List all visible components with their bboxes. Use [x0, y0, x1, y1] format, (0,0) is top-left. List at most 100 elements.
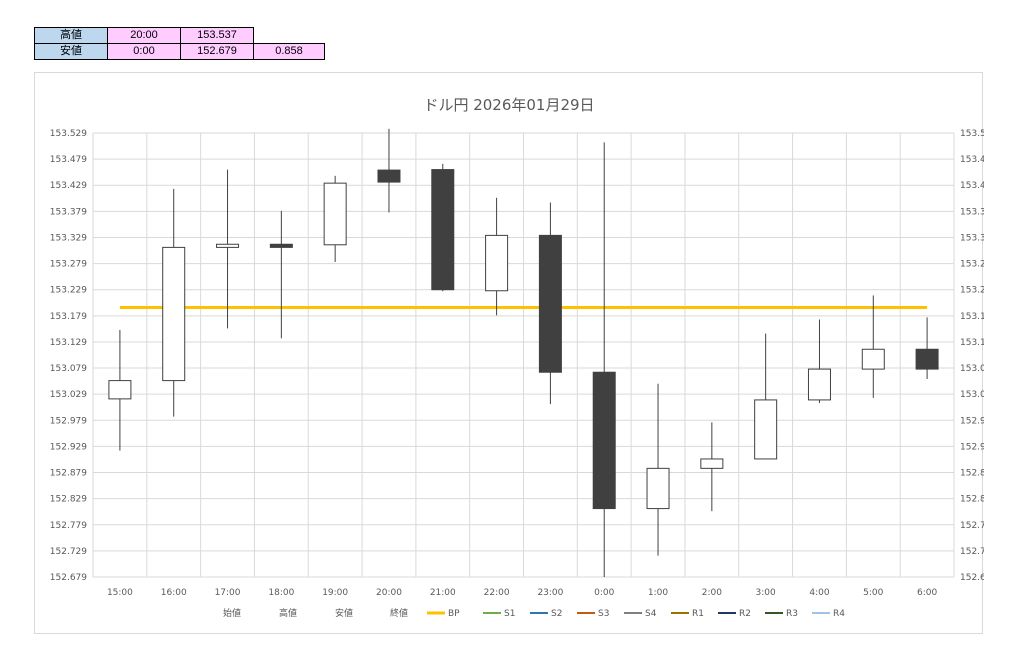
legend-label: 高値 [279, 607, 297, 619]
y-tick-label-left: 152.679 [50, 573, 87, 583]
y-tick-label-left: 153.179 [50, 312, 87, 322]
chart-title: ドル円 2026年01月29日 [423, 96, 594, 114]
candle [377, 128, 401, 213]
x-tick-label: 0:00 [594, 588, 614, 598]
candle [323, 175, 347, 263]
grid-lines [92, 132, 955, 578]
y-tick-label-right: 153.429 [960, 181, 984, 191]
y-tick-label-right: 152.779 [960, 521, 984, 531]
legend-label: S1 [504, 609, 515, 619]
x-tick-label: 19:00 [322, 588, 348, 598]
candle [538, 202, 562, 405]
y-tick-label-left: 153.079 [50, 364, 87, 374]
legend-item: 安値 [335, 607, 353, 619]
summary-row-high: 高値 20:00 153.537 [34, 27, 325, 44]
legend-item: S2 [530, 609, 562, 619]
candle [807, 319, 831, 404]
legend-item: 始値 [223, 607, 241, 619]
y-tick-label-left: 153.329 [50, 233, 87, 243]
candle [216, 169, 240, 329]
y-tick-label-right: 153.379 [960, 207, 984, 217]
candle-body [377, 169, 401, 183]
y-tick-label-right: 152.729 [960, 547, 984, 557]
y-tick-label-left: 153.429 [50, 181, 87, 191]
candle-body [700, 458, 724, 469]
summary-price: 153.537 [180, 27, 254, 44]
y-tick-label-right: 152.679 [960, 573, 984, 583]
candle [861, 295, 885, 398]
y-tick-label-right: 153.529 [960, 129, 984, 139]
y-tick-label-right: 153.329 [960, 233, 984, 243]
y-tick-label-left: 152.979 [50, 416, 87, 426]
x-tick-label: 3:00 [756, 588, 776, 598]
y-tick-label-left: 152.779 [50, 521, 87, 531]
y-tick-label-right: 153.129 [960, 338, 984, 348]
y-tick-label-left: 153.229 [50, 286, 87, 296]
y-tick-label-left: 153.379 [50, 207, 87, 217]
summary-row-low: 安値 0:00 152.679 0.858 [34, 43, 325, 60]
legend-item: 高値 [279, 607, 297, 619]
legend-item: R2 [718, 609, 751, 619]
candle-body [216, 243, 240, 248]
y-tick-label-right: 153.029 [960, 390, 984, 400]
legend-item: R4 [812, 609, 845, 619]
x-tick-label: 16:00 [161, 588, 187, 598]
candle [646, 383, 670, 556]
y-tick-label-right: 153.279 [960, 260, 984, 270]
x-tick-label: 21:00 [430, 588, 456, 598]
y-tick-label-right: 152.829 [960, 495, 984, 505]
y-tick-label-right: 153.079 [960, 364, 984, 374]
legend-label: BP [448, 609, 460, 619]
legend-item: S4 [624, 609, 657, 619]
y-tick-label-left: 153.279 [50, 260, 87, 270]
legend-item: S1 [483, 609, 515, 619]
chart-area: ドル円 2026年01月29日 153.529 153.479 153.429 153… [34, 72, 998, 634]
y-tick-label-left: 152.879 [50, 469, 87, 479]
legend-label: 終値 [390, 607, 408, 619]
x-tick-label: 5:00 [863, 588, 883, 598]
legend-item: BP [427, 609, 460, 619]
y-tick-label-left: 152.729 [50, 547, 87, 557]
y-axis-left: 153.529 153.479 153.429 153.379 153.329 153.2… [50, 129, 87, 583]
candle-body [646, 467, 670, 510]
x-tick-label: 2:00 [702, 588, 722, 598]
x-tick-label: 6:00 [917, 588, 937, 598]
summary-label: 高値 [34, 27, 108, 44]
candle [431, 163, 455, 292]
y-tick-label-right: 152.879 [960, 469, 984, 479]
summary-range: 0.858 [253, 43, 325, 60]
candle [269, 210, 293, 339]
candlestick-chart: ドル円 2026年01月29日 153.529 153.479 153.429 153… [50, 96, 998, 619]
candle-body [108, 380, 132, 400]
candle-body [807, 368, 831, 401]
legend-label: S4 [645, 609, 657, 619]
y-tick-label-left: 153.029 [50, 390, 87, 400]
candle-body [592, 371, 616, 510]
candle-body [269, 243, 293, 248]
y-tick-label-right: 153.479 [960, 155, 984, 165]
legend-label: R1 [692, 609, 704, 619]
candle-body [861, 348, 885, 370]
x-tick-label: 18:00 [268, 588, 294, 598]
summary-price: 152.679 [180, 43, 254, 60]
candle-body [754, 399, 778, 460]
legend-item: R3 [765, 609, 798, 619]
y-tick-label-right: 153.229 [960, 286, 984, 296]
y-tick-label-left: 152.929 [50, 442, 87, 452]
x-tick-label: 20:00 [376, 588, 402, 598]
candles [108, 128, 939, 577]
candle-body [431, 169, 455, 291]
x-tick-label: 4:00 [809, 588, 829, 598]
y-tick-label-left: 153.129 [50, 338, 87, 348]
candle [162, 188, 186, 417]
candle [108, 329, 132, 451]
summary-time: 0:00 [107, 43, 181, 60]
candle [915, 317, 939, 380]
legend: 始値 高値 安値 終値 BP S1 S2 S3 S4 R1 R2 R3 R4 [223, 607, 845, 619]
candle-body [162, 246, 186, 382]
candle [754, 333, 778, 460]
summary-time: 20:00 [107, 27, 181, 44]
x-axis: 15:00 16:00 17:00 18:00 19:00 20:00 21:00 22:00… [107, 588, 938, 598]
legend-label: S2 [551, 609, 562, 619]
candle [485, 197, 509, 316]
